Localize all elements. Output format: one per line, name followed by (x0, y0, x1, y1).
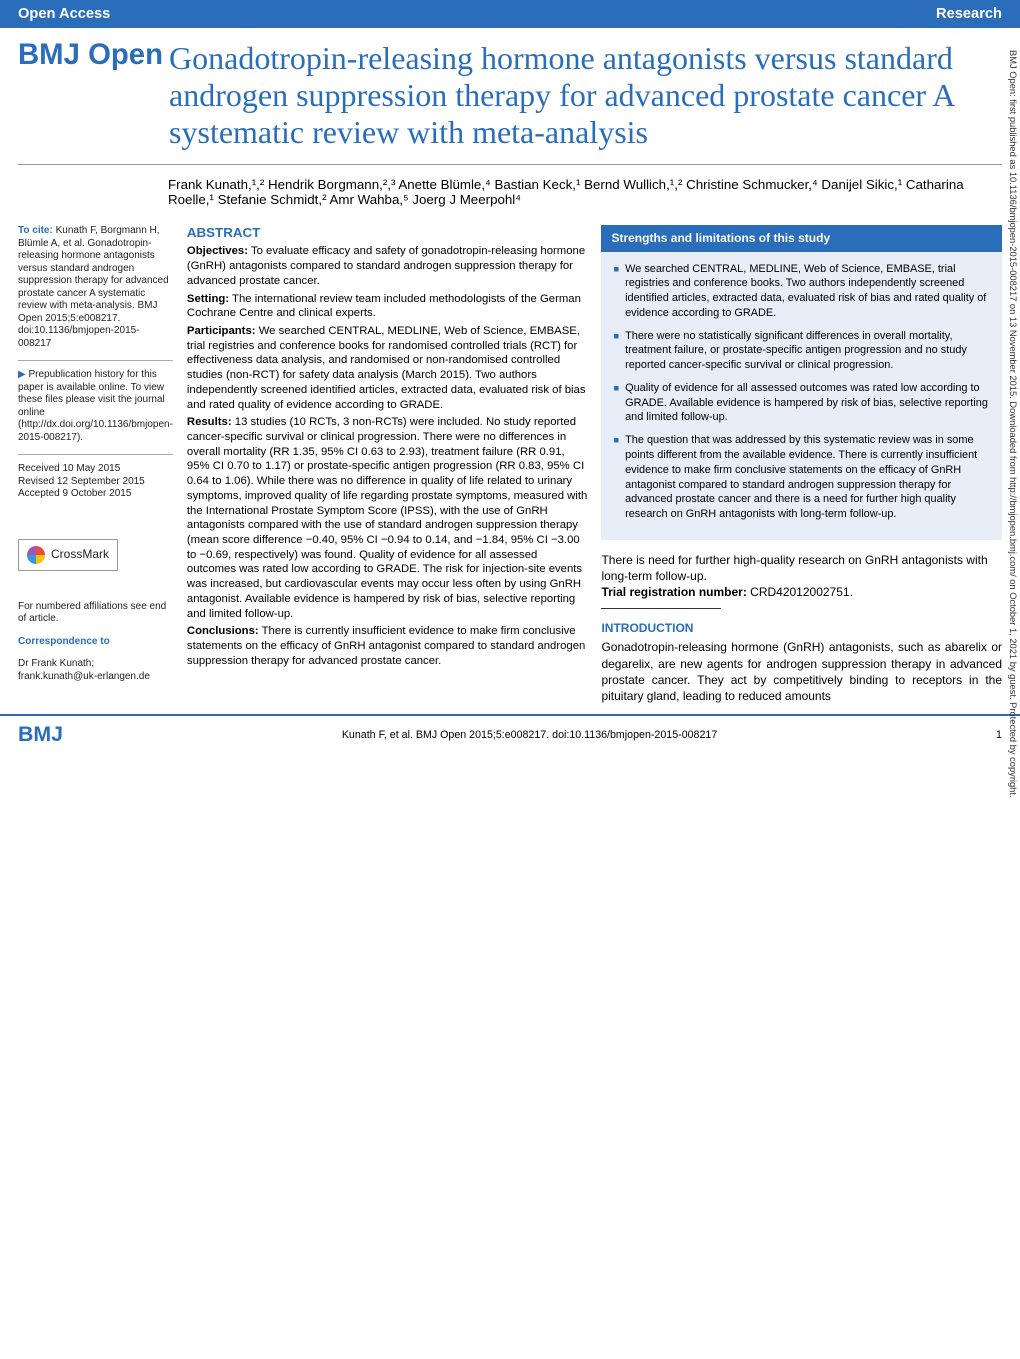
prepub-note: Prepublication history for this paper is… (18, 369, 173, 444)
trial-reg-label: Trial registration number: (601, 585, 746, 599)
strengths-title: Strengths and limitations of this study (601, 225, 1002, 251)
setting-label: Setting: (187, 293, 229, 305)
header-left: Open Access (18, 6, 110, 22)
cite-label: To cite: (18, 225, 53, 236)
dates: Received 10 May 2015 Revised 12 Septembe… (18, 463, 173, 501)
results-label: Results: (187, 416, 232, 428)
strength-item-text: We searched CENTRAL, MEDLINE, Web of Sci… (625, 262, 990, 321)
strength-item-text: There were no statistically significant … (625, 329, 990, 373)
author-list: Frank Kunath,¹,² Hendrik Borgmann,²,³ An… (18, 177, 1002, 207)
correspondence-label: Correspondence to (18, 636, 173, 649)
correspondence-text: Dr Frank Kunath; frank.kunath@uk-erlange… (18, 658, 150, 682)
introduction-text: Gonadotropin-releasing hormone (GnRH) an… (601, 639, 1002, 704)
followup-text: There is need for further high-quality r… (601, 552, 1002, 584)
trial-reg-number: CRD42012002751. (750, 585, 853, 599)
page-number: 1 (996, 729, 1002, 741)
abstract-column: ABSTRACT Objectives: To evaluate efficac… (187, 225, 588, 704)
header-right: Research (936, 6, 1002, 22)
bmj-logo: BMJ (18, 722, 63, 747)
article-title: Gonadotropin-releasing hormone antagonis… (169, 40, 1002, 150)
strength-item-text: The question that was addressed by this … (625, 433, 990, 522)
journal-logo: BMJ Open (18, 40, 163, 69)
footer-citation: Kunath F, et al. BMJ Open 2015;5:e008217… (342, 729, 717, 741)
objectives-label: Objectives: (187, 245, 248, 257)
strengths-box: Strengths and limitations of this study … (601, 225, 1002, 539)
crossmark-icon (27, 546, 45, 564)
strength-item-text: Quality of evidence for all assessed out… (625, 381, 990, 425)
crossmark-label: CrossMark (51, 547, 109, 562)
crossmark-badge[interactable]: CrossMark (18, 539, 118, 571)
left-sidebar: To cite: Kunath F, Borgmann H, Blümle A,… (18, 225, 173, 704)
list-item: The question that was addressed by this … (613, 433, 990, 522)
results-text: 13 studies (10 RCTs, 3 non-RCTs) were in… (187, 416, 587, 619)
abstract-heading: ABSTRACT (187, 225, 588, 240)
title-rule (18, 164, 1002, 165)
list-item: There were no statistically significant … (613, 329, 990, 373)
setting-text: The international review team included m… (187, 293, 581, 320)
introduction-heading: INTRODUCTION (601, 621, 1002, 635)
participants-text: We searched CENTRAL, MEDLINE, Web of Sci… (187, 325, 586, 411)
affiliations-note: For numbered affiliations see end of art… (18, 601, 173, 626)
conclusions-label: Conclusions: (187, 625, 259, 637)
page-footer: BMJ Kunath F, et al. BMJ Open 2015;5:e00… (0, 714, 1020, 753)
participants-label: Participants: (187, 325, 256, 337)
right-column: Strengths and limitations of this study … (601, 225, 1002, 704)
list-item: We searched CENTRAL, MEDLINE, Web of Sci… (613, 262, 990, 321)
cite-text: Kunath F, Borgmann H, Blümle A, et al. G… (18, 225, 169, 349)
strengths-list: We searched CENTRAL, MEDLINE, Web of Sci… (613, 262, 990, 522)
after-box-block: There is need for further high-quality r… (601, 552, 1002, 610)
list-item: Quality of evidence for all assessed out… (613, 381, 990, 425)
vertical-rights-text: BMJ Open: first published as 10.1136/bmj… (1007, 50, 1018, 1330)
header-bar: Open Access Research (0, 0, 1020, 28)
